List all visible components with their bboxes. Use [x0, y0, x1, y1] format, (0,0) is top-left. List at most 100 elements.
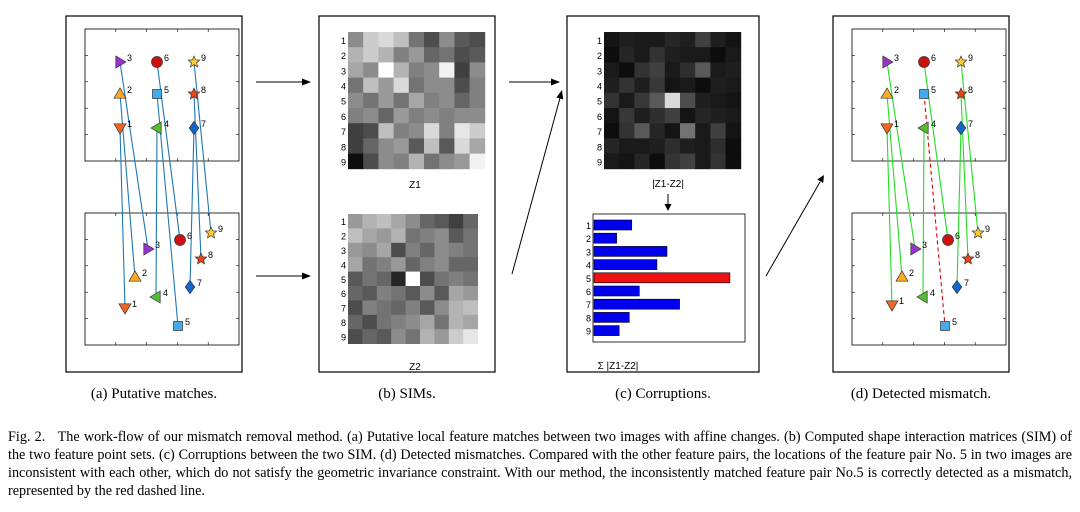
bar-category-label: 3 — [586, 247, 591, 257]
z1-cell — [469, 153, 486, 170]
z1-row-label: 1 — [341, 36, 346, 46]
z1-cell — [363, 32, 379, 48]
diff-cell — [725, 62, 742, 78]
bottom-point-label: 4 — [930, 288, 935, 298]
z2-cell — [405, 300, 421, 316]
triangle-right-icon — [910, 242, 922, 256]
z1-row-labels: 1 2 3 4 5 6 7 8 9 — [341, 36, 346, 168]
z1-row-label: 9 — [341, 157, 346, 167]
z2-cell — [348, 286, 363, 301]
bottom-point-label: 4 — [163, 288, 168, 298]
z1-cell — [424, 62, 440, 78]
diff-cell — [664, 153, 681, 170]
diff-cell — [634, 62, 650, 78]
match-line — [155, 127, 158, 298]
square-icon — [152, 89, 162, 99]
diff-cell — [725, 138, 742, 154]
z1-cell — [378, 138, 394, 154]
diff-cell — [680, 123, 696, 139]
z2-cell — [405, 214, 421, 229]
z1-cell — [454, 123, 470, 139]
z2-cell — [448, 214, 464, 229]
z2-cell — [434, 314, 450, 330]
figure-caption: Fig. 2. The work-flow of our mismatch re… — [8, 428, 1072, 500]
panel-d-frame — [832, 15, 1010, 373]
top-point-label: 2 — [894, 85, 899, 95]
bar — [593, 325, 620, 336]
z1-cell — [378, 62, 394, 78]
z2-cell — [448, 300, 464, 316]
bottom-axes-box — [84, 212, 240, 346]
diff-cell — [634, 138, 650, 154]
z2-cell — [463, 329, 478, 344]
z2-row-label: 9 — [341, 332, 346, 342]
diff-cell — [664, 138, 681, 154]
z2-cell — [463, 314, 478, 330]
z2-cell — [391, 300, 406, 316]
bar-axis-label: Σ |Z1-Z2| — [598, 361, 639, 372]
z2-cell — [391, 329, 406, 344]
top-point-label: 5 — [164, 85, 169, 95]
top-point-label: 4 — [931, 119, 936, 129]
z1-cell — [424, 32, 440, 48]
bar — [593, 285, 640, 297]
z1-cell — [408, 138, 425, 154]
diff-cell — [710, 138, 726, 154]
z2-row-label: 2 — [341, 232, 346, 242]
down-arrow — [664, 194, 672, 211]
panel-c-corruptions: 1 2 3 4 5 6 7 8 9 |Z1-Z2| 1 2 3 4 5 6 7 8 9 Σ |Z1-Z2| — [586, 32, 746, 372]
z1-cell — [424, 153, 440, 170]
star-icon — [187, 87, 201, 100]
z2-cell — [434, 329, 450, 344]
triangle-right-icon — [115, 55, 127, 69]
diff-cell — [680, 153, 696, 170]
bottom-axes-box-ticks — [85, 213, 239, 345]
diff-cell — [619, 108, 635, 124]
z2-cell — [376, 257, 392, 272]
z1-cell — [378, 32, 394, 48]
z1-cell — [424, 123, 440, 139]
z2-cell — [348, 329, 363, 344]
top-point-label: 9 — [201, 53, 206, 63]
panel-c-caption: (c) Corruptions. — [615, 386, 711, 402]
top-axes-box-ticks — [852, 29, 1006, 161]
diff-cell — [725, 153, 742, 170]
diamond-icon — [184, 279, 196, 295]
z2-cell — [405, 271, 421, 287]
z1-cell — [408, 153, 425, 170]
match-line — [119, 61, 149, 250]
panel-c-frame — [566, 15, 760, 373]
z1-cell — [439, 153, 455, 170]
z1-row-label: 8 — [341, 142, 346, 152]
diff-cell — [634, 77, 650, 94]
bottom-point-label: 6 — [187, 231, 192, 241]
z2-cell — [420, 314, 435, 330]
diff-cell — [664, 32, 681, 48]
diff-cell — [619, 77, 635, 94]
diff-row-label: 7 — [597, 127, 602, 137]
diff-cell — [634, 92, 650, 109]
diff-cell — [695, 62, 711, 78]
bar — [593, 219, 633, 231]
diff-cell — [710, 47, 726, 63]
triangle-down-icon — [880, 123, 894, 135]
diff-cell — [710, 32, 726, 48]
z1-cell — [408, 92, 425, 109]
z2-cell — [405, 329, 421, 344]
z2-cell — [376, 329, 392, 344]
diff-row-label: 3 — [597, 66, 602, 76]
z2-cell — [434, 286, 450, 301]
diff-cell — [710, 62, 726, 78]
z1-cell — [378, 123, 394, 139]
diff-cell — [664, 123, 681, 139]
z2-cell — [448, 271, 464, 287]
diff-label: |Z1-Z2| — [652, 179, 684, 190]
top-point-label: 1 — [127, 119, 132, 129]
z2-cell — [434, 257, 450, 272]
z2-row-label: 6 — [341, 289, 346, 299]
top-point-label: 3 — [127, 53, 132, 63]
triangle-down-icon — [113, 123, 127, 135]
z1-row-label: 7 — [341, 127, 346, 137]
diff-cell — [710, 77, 726, 94]
z1-cell — [439, 108, 455, 124]
